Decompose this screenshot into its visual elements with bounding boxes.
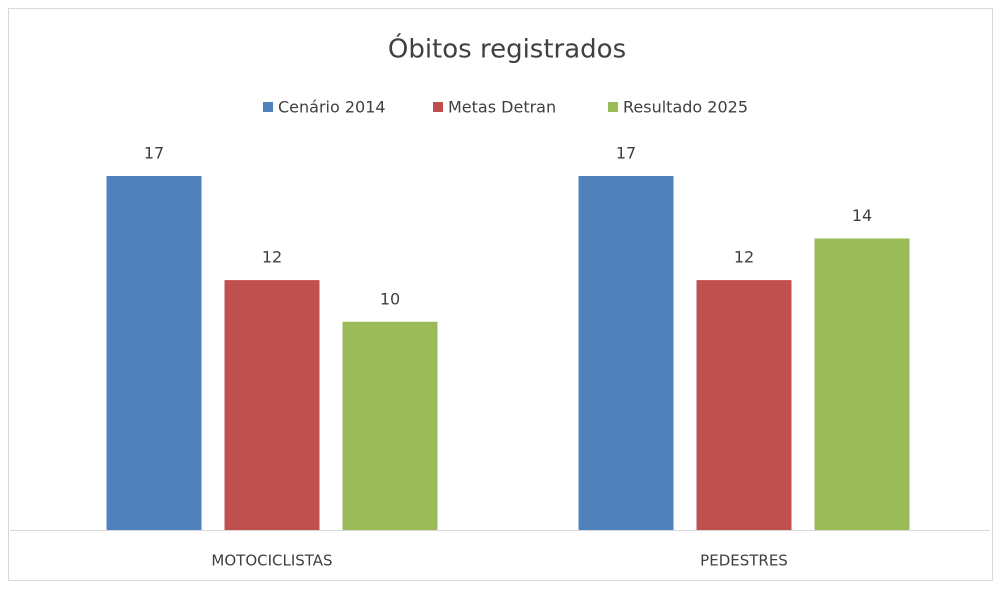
- bar: [814, 238, 910, 530]
- legend-swatch: [608, 102, 618, 112]
- bar: [106, 176, 202, 530]
- legend-label: Metas Detran: [448, 98, 556, 117]
- legend-label: Cenário 2014: [278, 98, 386, 117]
- bar: [696, 280, 792, 530]
- bar: [224, 280, 320, 530]
- legend-swatch: [263, 102, 273, 112]
- data-label: 14: [852, 206, 872, 225]
- data-label: 12: [262, 248, 282, 267]
- chart-title: Óbitos registrados: [388, 33, 626, 65]
- data-label: 10: [380, 289, 400, 308]
- data-label: 17: [144, 144, 164, 163]
- x-tick-label: PEDESTRES: [700, 552, 788, 570]
- bar: [578, 176, 674, 530]
- bar: [342, 321, 438, 530]
- legend-swatch: [433, 102, 443, 112]
- x-tick-label: MOTOCICLISTAS: [211, 552, 332, 570]
- data-label: 17: [616, 144, 636, 163]
- data-label: 12: [734, 248, 754, 267]
- legend-label: Resultado 2025: [623, 98, 748, 117]
